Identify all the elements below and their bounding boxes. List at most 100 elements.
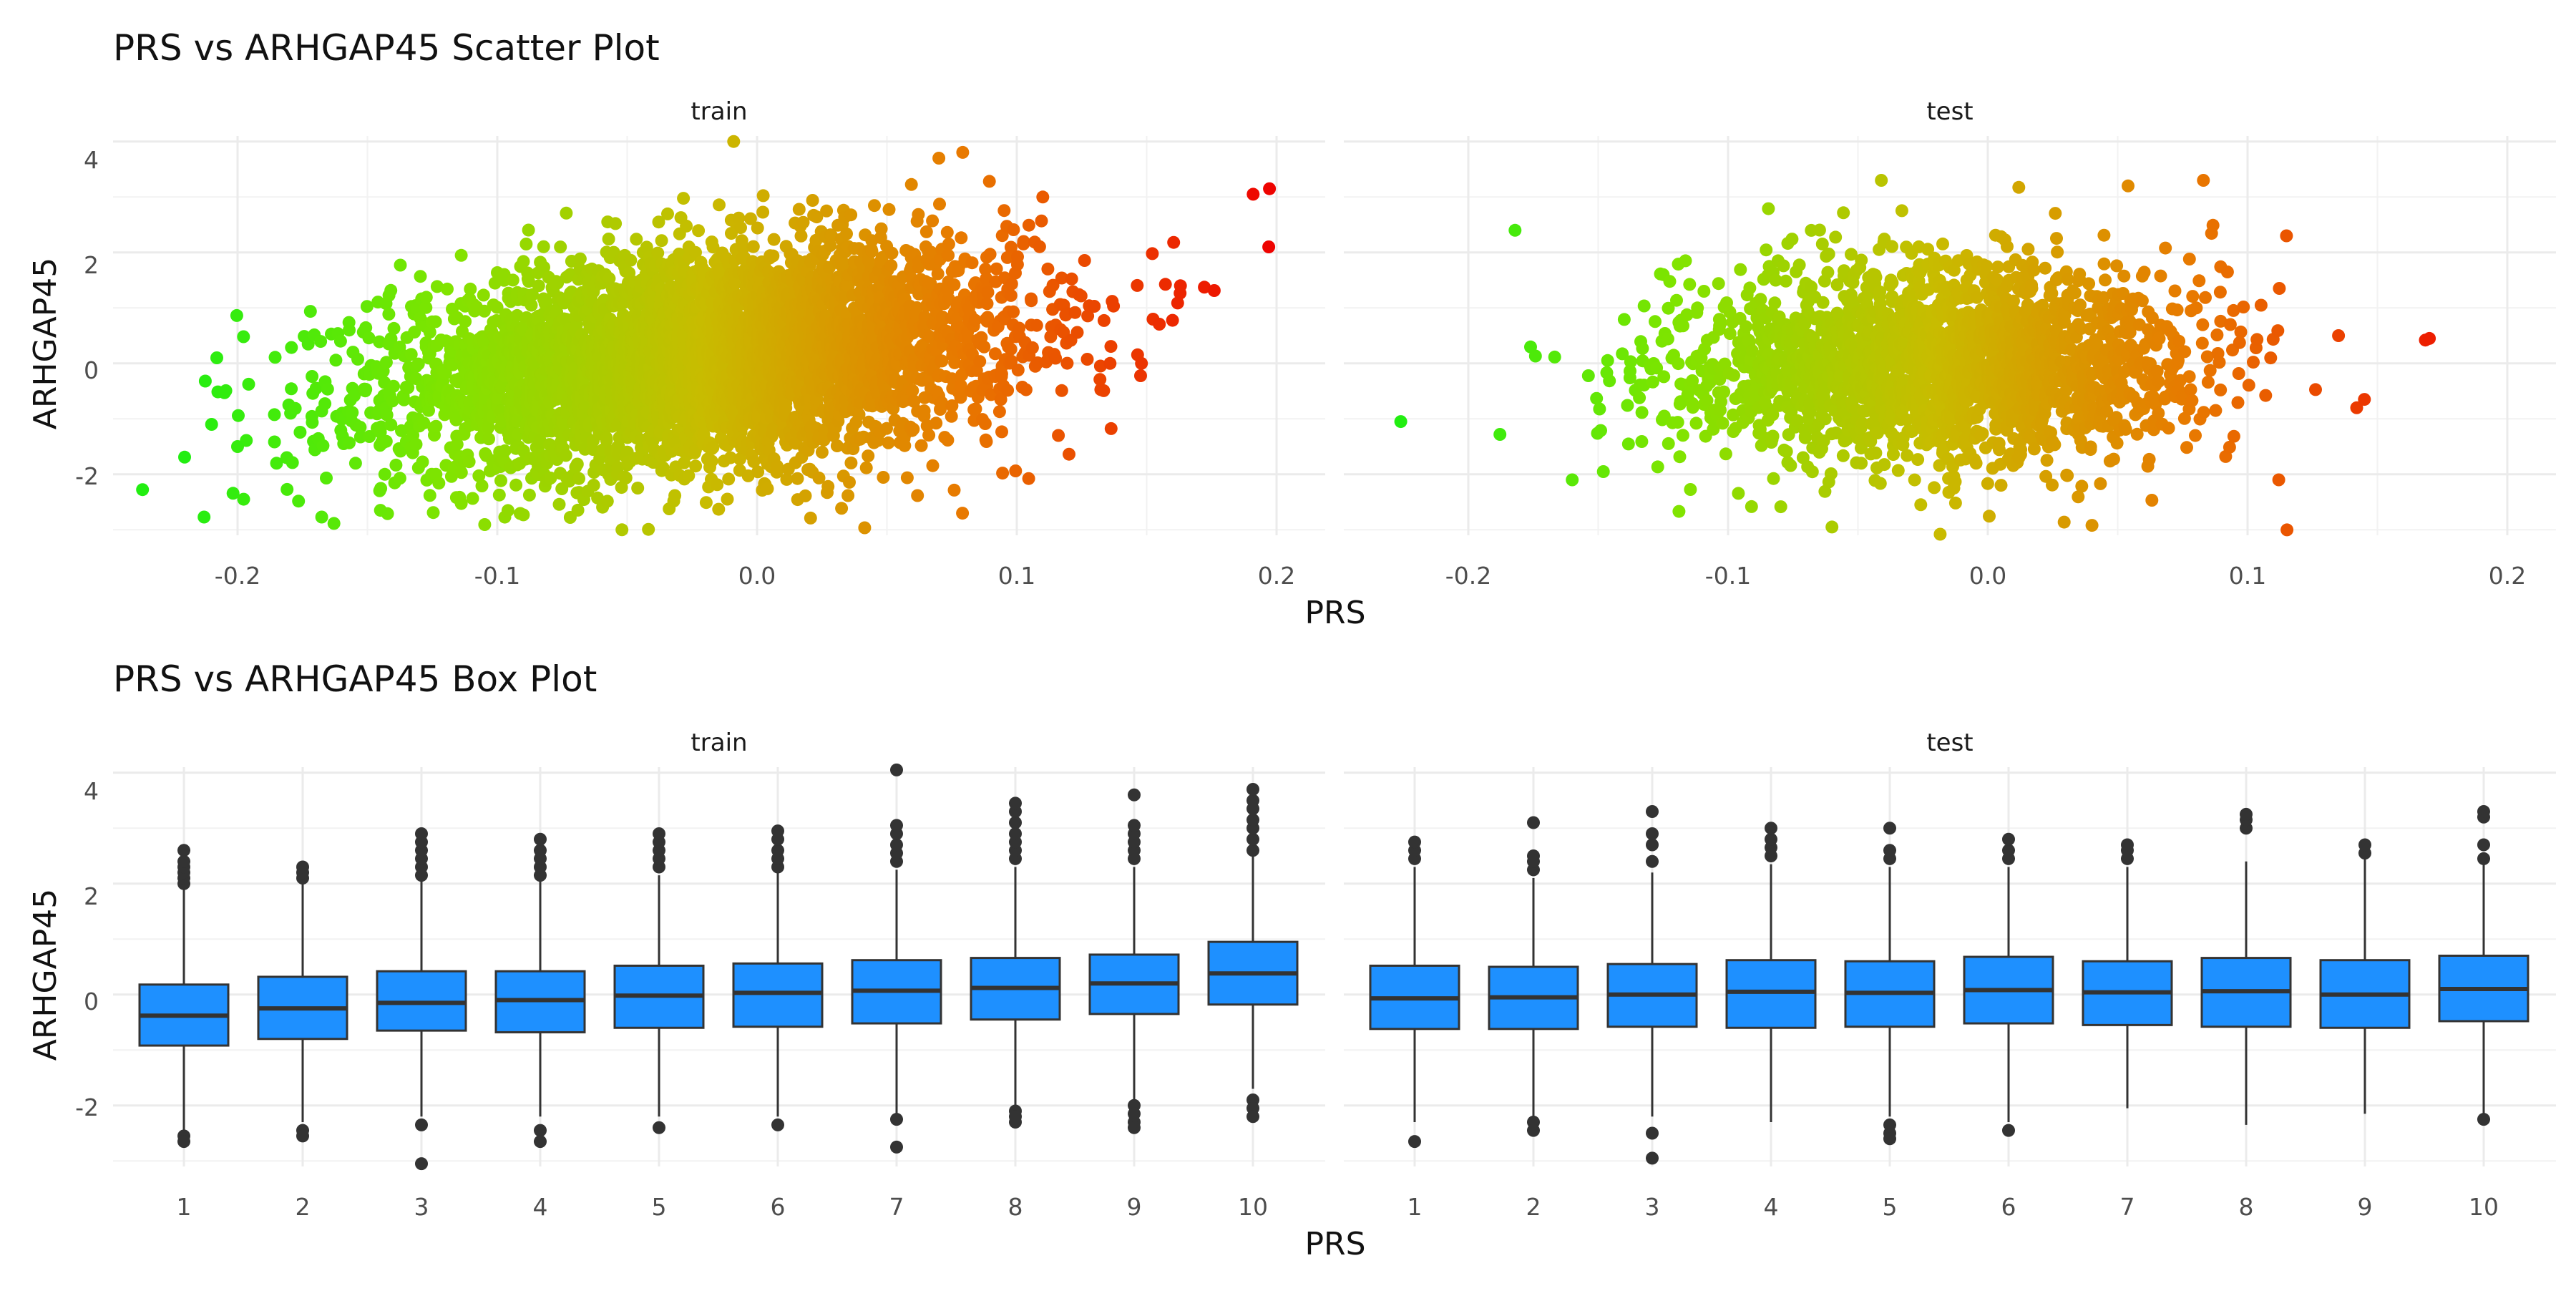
scatter-point: [1018, 235, 1030, 248]
scatter-point: [1727, 369, 1740, 382]
scatter-point: [220, 384, 233, 397]
scatter-point: [858, 522, 871, 535]
scatter-point: [1649, 315, 1662, 328]
scatter-point: [1012, 364, 1025, 376]
scatter-point: [1621, 399, 1634, 412]
scatter-point: [993, 405, 1006, 418]
scatter-point: [956, 507, 969, 520]
scatter-point: [877, 471, 889, 484]
scatter-point: [882, 437, 895, 449]
scatter-point: [918, 404, 931, 417]
scatter-point: [747, 240, 760, 253]
scatter-point: [779, 401, 792, 414]
scatter-point: [713, 198, 726, 211]
scatter-point: [318, 397, 331, 410]
scatter-point: [795, 230, 808, 243]
scatter-point: [1063, 448, 1075, 461]
scatter-point: [757, 189, 770, 202]
scatter-point: [455, 497, 468, 510]
scatter-point: [1825, 467, 1838, 480]
scatter-point: [601, 495, 614, 507]
scatter-point: [519, 238, 532, 250]
scatter-point: [560, 207, 572, 220]
scatter-point: [844, 457, 857, 469]
scatter-point: [1105, 422, 1118, 435]
scatter-point: [1717, 386, 1730, 399]
scatter-point: [706, 454, 718, 467]
scatter-point: [1691, 301, 1704, 314]
scatter-point: [1011, 250, 1024, 263]
scatter-point: [956, 146, 969, 159]
scatter-point: [517, 255, 530, 268]
scatter-point: [1167, 236, 1180, 249]
scatter-point: [494, 474, 507, 487]
scatter-point: [1740, 320, 1752, 333]
scatter-point: [1105, 340, 1118, 353]
scatter-point: [642, 523, 655, 536]
scatter-point: [860, 462, 873, 474]
scatter-point: [1033, 240, 1046, 253]
scatter-point: [761, 482, 774, 495]
scatter-point: [306, 370, 318, 383]
scatter-point: [1088, 300, 1101, 313]
scatter-point: [269, 351, 282, 364]
scatter-point: [883, 203, 896, 216]
scatter-point: [942, 249, 955, 262]
scatter-point: [1784, 459, 1797, 472]
scatter-point: [243, 378, 255, 391]
scatter-point: [821, 480, 834, 493]
scatter-point: [349, 457, 362, 469]
scatter-point: [572, 472, 585, 485]
scatter-point: [1638, 300, 1651, 313]
scatter-point: [482, 432, 495, 445]
scatter-point: [507, 273, 519, 286]
scatter-point: [499, 444, 512, 457]
scatter-point: [306, 416, 318, 429]
scatter-point: [587, 479, 600, 492]
scatter-point: [1690, 416, 1703, 429]
scatter-point: [1594, 424, 1607, 437]
scatter-point: [841, 489, 854, 502]
scatter-point: [979, 417, 992, 430]
scatter-point: [1582, 369, 1595, 382]
scatter-point: [689, 459, 702, 472]
scatter-point: [1041, 263, 1054, 276]
scatter-point: [1618, 313, 1631, 326]
scatter-point: [1719, 447, 1732, 460]
scatter-point: [455, 249, 468, 262]
scatter-point: [1662, 333, 1674, 346]
scatter-point: [844, 208, 857, 221]
scatter-point: [1023, 472, 1035, 485]
scatter-point: [1662, 437, 1675, 450]
scatter-point: [321, 383, 334, 396]
scatter-point: [232, 409, 245, 422]
scatter-point: [1636, 406, 1649, 419]
scatter-point: [1714, 316, 1727, 329]
scatter-point: [459, 315, 472, 328]
scatter-point: [926, 215, 939, 228]
scatter-strip-train: train: [691, 97, 747, 126]
scatter-point: [768, 233, 781, 246]
scatter-point: [1777, 259, 1790, 272]
scatter-point: [922, 429, 935, 442]
scatter-point: [285, 382, 298, 395]
scatter-point: [1030, 319, 1043, 332]
scatter-point: [320, 472, 333, 484]
scatter-point: [560, 449, 572, 462]
scatter-point: [178, 451, 191, 464]
scatter-point: [197, 511, 210, 524]
scatter-point: [1745, 500, 1758, 513]
scatter-point: [388, 322, 401, 335]
scatter-point: [455, 466, 468, 479]
scatter-point: [1493, 428, 1506, 441]
scatter-point: [875, 223, 888, 235]
scatter-point: [966, 256, 979, 269]
scatter-point: [1674, 450, 1687, 463]
scatter-point: [843, 476, 856, 489]
scatter-point: [620, 472, 633, 484]
scatter-point: [905, 178, 918, 191]
scatter-point: [624, 254, 637, 267]
scatter-point: [901, 472, 914, 484]
scatter-point: [907, 423, 919, 436]
scatter-point: [933, 198, 946, 210]
